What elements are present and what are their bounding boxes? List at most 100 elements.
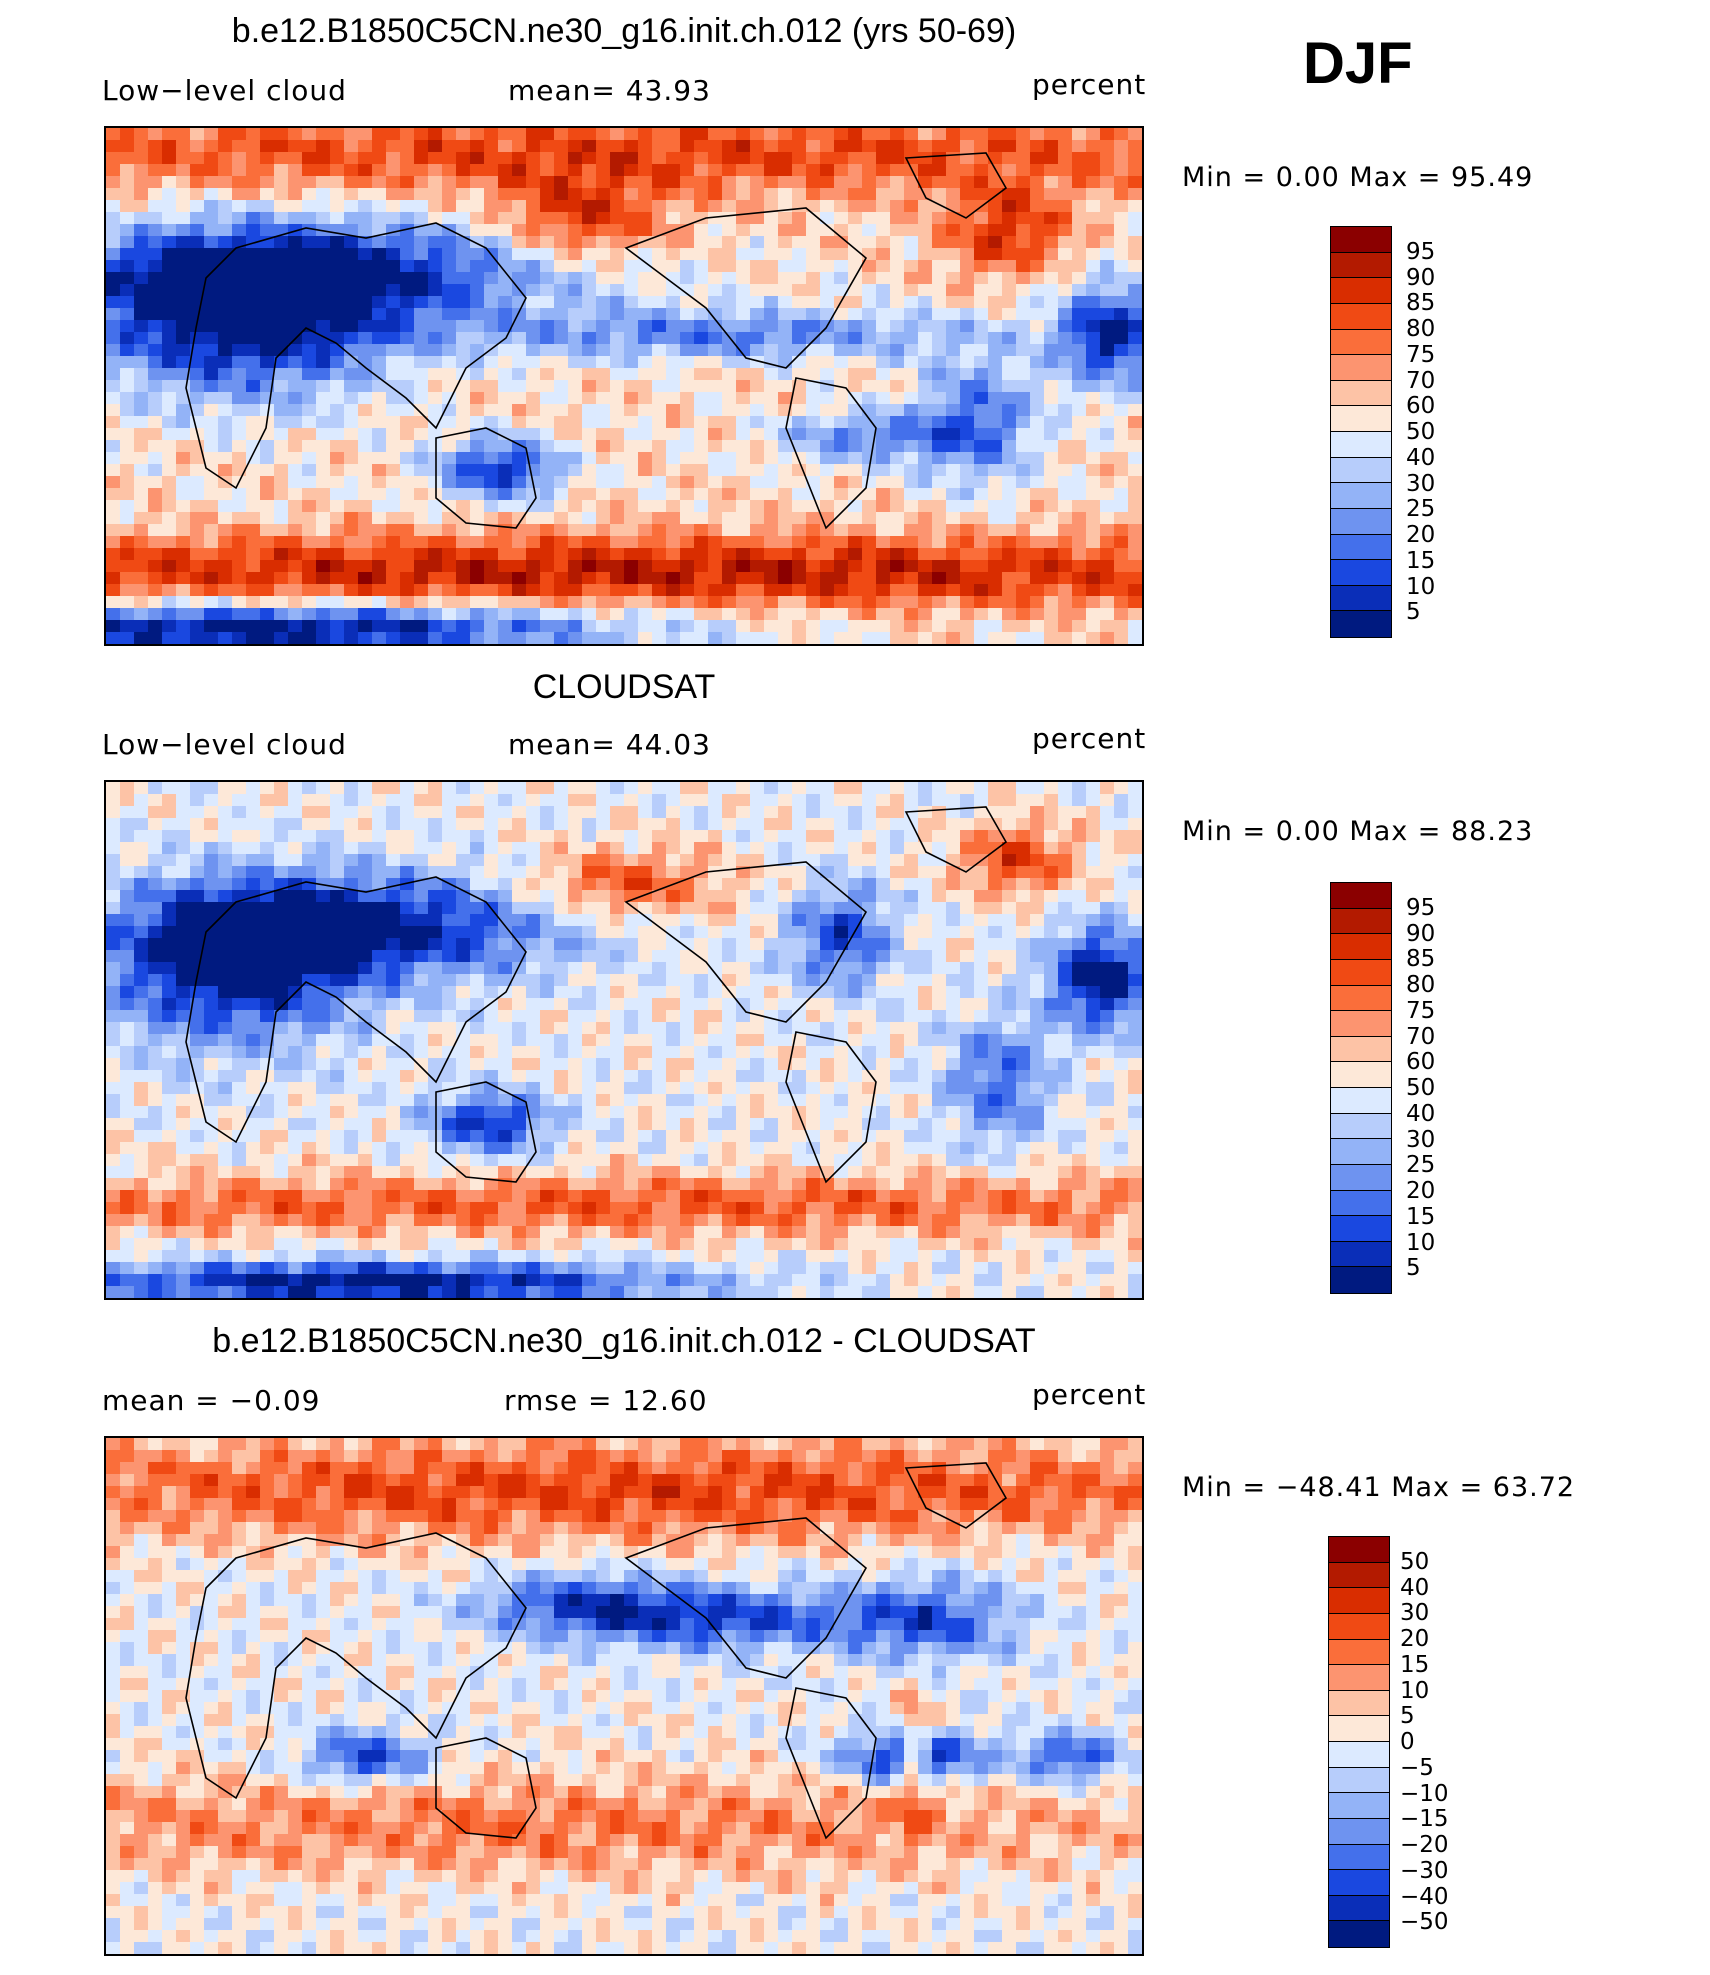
- field-cell: [722, 452, 737, 465]
- field-cell: [260, 914, 275, 927]
- field-cell: [610, 878, 625, 891]
- field-cell: [428, 356, 443, 369]
- field-cell: [470, 200, 485, 213]
- field-cell: [470, 560, 485, 573]
- field-cell: [834, 476, 849, 489]
- field-cell: [876, 452, 891, 465]
- field-cell: [148, 212, 163, 225]
- field-cell: [932, 1022, 947, 1035]
- field-cell: [512, 998, 527, 1011]
- field-cell: [652, 248, 667, 261]
- field-cell: [456, 620, 471, 633]
- field-cell: [484, 842, 499, 855]
- field-cell: [358, 1022, 373, 1035]
- field-cell: [848, 212, 863, 225]
- field-cell: [470, 608, 485, 621]
- field-cell: [694, 368, 709, 381]
- field-cell: [876, 548, 891, 561]
- field-cell: [190, 914, 205, 927]
- field-cell: [806, 296, 821, 309]
- field-cell: [680, 416, 695, 429]
- field-cell: [568, 500, 583, 513]
- field-cell: [694, 548, 709, 561]
- panel-1-field: [106, 128, 1142, 644]
- field-cell: [148, 998, 163, 1011]
- field-cell: [190, 806, 205, 819]
- field-cell: [806, 416, 821, 429]
- field-cell: [876, 332, 891, 345]
- field-cell: [582, 524, 597, 537]
- field-cell: [372, 806, 387, 819]
- field-cell: [498, 548, 513, 561]
- field-cell: [722, 596, 737, 609]
- field-cell: [134, 866, 149, 879]
- field-cell: [652, 1058, 667, 1071]
- field-cell: [778, 620, 793, 633]
- field-cell: [1086, 236, 1101, 249]
- field-cell: [596, 164, 611, 177]
- field-cell: [302, 536, 317, 549]
- field-cell: [848, 632, 863, 644]
- field-cell: [1058, 128, 1073, 141]
- field-cell: [302, 188, 317, 201]
- field-cell: [400, 272, 415, 285]
- field-cell: [736, 164, 751, 177]
- field-cell: [218, 176, 233, 189]
- field-cell: [904, 962, 919, 975]
- field-cell: [848, 818, 863, 831]
- field-cell: [680, 176, 695, 189]
- field-cell: [834, 962, 849, 975]
- field-cell: [750, 608, 765, 621]
- field-cell: [554, 950, 569, 963]
- field-cell: [554, 464, 569, 477]
- field-cell: [638, 380, 653, 393]
- field-cell: [932, 806, 947, 819]
- field-cell: [316, 452, 331, 465]
- field-cell: [512, 1034, 527, 1047]
- field-cell: [344, 236, 359, 249]
- field-cell: [960, 938, 975, 951]
- field-cell: [736, 404, 751, 417]
- field-cell: [484, 296, 499, 309]
- field-cell: [274, 428, 289, 441]
- field-cell: [638, 608, 653, 621]
- field-cell: [1100, 356, 1115, 369]
- field-cell: [820, 962, 835, 975]
- field-cell: [442, 140, 457, 153]
- field-cell: [330, 464, 345, 477]
- field-cell: [1100, 404, 1115, 417]
- field-cell: [106, 284, 121, 297]
- field-cell: [428, 260, 443, 273]
- field-cell: [232, 524, 247, 537]
- field-cell: [848, 560, 863, 573]
- field-cell: [316, 128, 331, 141]
- field-cell: [274, 284, 289, 297]
- field-cell: [162, 452, 177, 465]
- field-cell: [946, 380, 961, 393]
- field-cell: [1086, 1034, 1101, 1047]
- field-cell: [974, 188, 989, 201]
- field-cell: [190, 902, 205, 915]
- field-cell: [610, 488, 625, 501]
- field-cell: [932, 620, 947, 633]
- field-cell: [456, 572, 471, 585]
- field-cell: [806, 938, 821, 951]
- field-cell: [918, 818, 933, 831]
- field-cell: [666, 320, 681, 333]
- field-cell: [498, 536, 513, 549]
- field-cell: [1030, 164, 1045, 177]
- field-cell: [904, 830, 919, 843]
- field-cell: [246, 560, 261, 573]
- field-cell: [400, 212, 415, 225]
- field-cell: [330, 236, 345, 249]
- field-cell: [708, 332, 723, 345]
- field-cell: [904, 950, 919, 963]
- field-cell: [414, 962, 429, 975]
- field-cell: [414, 1022, 429, 1035]
- field-cell: [1016, 368, 1031, 381]
- field-cell: [134, 608, 149, 621]
- field-cell: [232, 272, 247, 285]
- field-cell: [652, 416, 667, 429]
- field-cell: [1016, 320, 1031, 333]
- field-cell: [554, 794, 569, 807]
